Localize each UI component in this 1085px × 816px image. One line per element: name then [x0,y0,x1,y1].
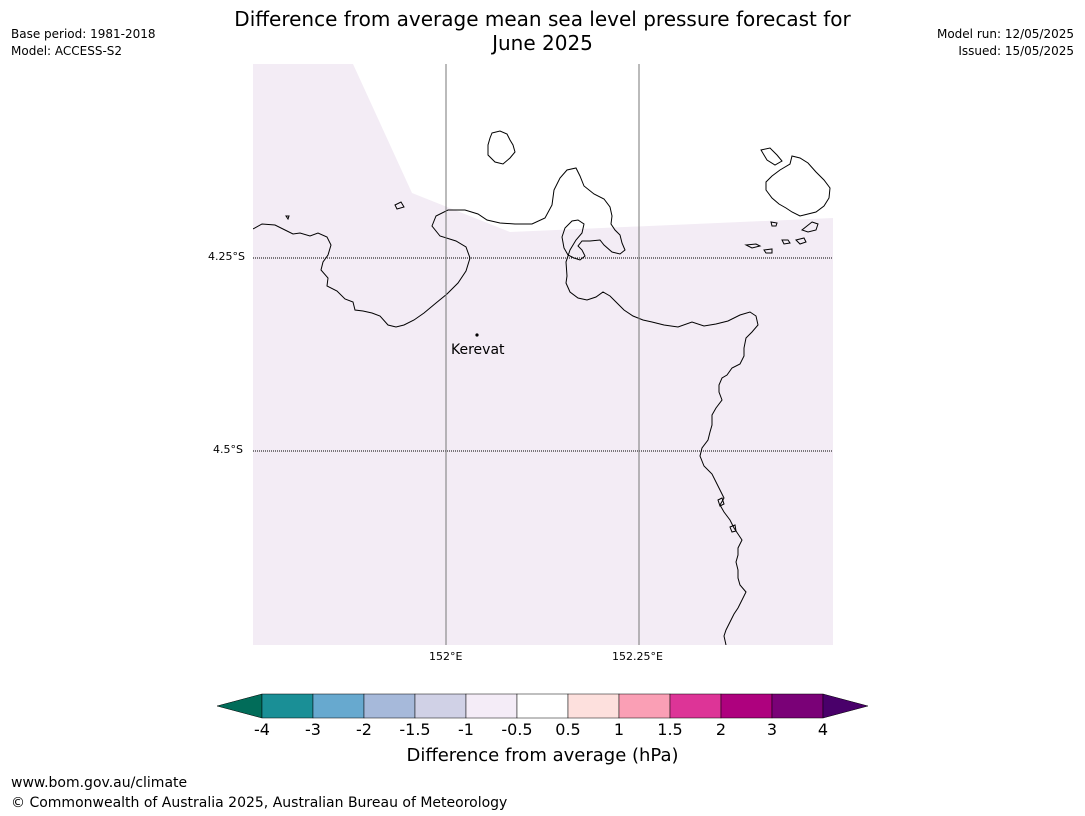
colorbar-tick-label: 4 [817,720,829,739]
coastline-island-1 [487,130,516,165]
lat-label-2: 4.5°S [213,443,243,456]
meta-right: Model run: 12/05/2025 Issued: 15/05/2025 [937,26,1074,60]
lon-label-2: 152.25°E [612,650,663,663]
meta-left: Base period: 1981-2018 Model: ACCESS-S2 [11,26,156,60]
colorbar [216,693,869,719]
place-label-kerevat: Kerevat [451,342,505,358]
model-text: Model: ACCESS-S2 [11,44,123,58]
colorbar-segment [261,693,314,719]
colorbar-tick-label: -3 [305,720,321,739]
colorbar-segment [465,693,518,719]
colorbar-tick-label: 1 [613,720,625,739]
colorbar-tick-label: -2 [356,720,372,739]
footer-url[interactable]: www.bom.gov.au/climate [11,775,188,791]
colorbar-segment [618,693,671,719]
chart-title: Difference from average mean sea level p… [0,7,1085,55]
colorbar-segments [261,693,824,719]
colorbar-tick-label: 0.5 [555,720,581,739]
colorbar-segment [414,693,467,719]
colorbar-tick-label: -0.5 [501,720,533,739]
coastline-island-ne [285,147,831,533]
colorbar-segment [567,693,620,719]
colorbar-tick-label: 2 [715,720,727,739]
colorbar-tick-label: -1.5 [399,720,431,739]
footer-copyright: © Commonwealth of Australia 2025, Austra… [11,795,508,811]
title-line-2: June 2025 [492,31,593,55]
colorbar-label: Difference from average (hPa) [406,745,679,766]
colorbar-segment [771,693,824,719]
coastline-main [253,167,759,645]
colorbar-tick-label: -1 [458,720,474,739]
colorbar-tick-label: -4 [254,720,270,739]
colorbar-over-triangle [822,693,869,719]
colorbar-segment [516,693,569,719]
base-period-text: Base period: 1981-2018 [11,27,156,41]
colorbar-segment [312,693,365,719]
colorbar-segment [669,693,722,719]
lon-label-1: 152°E [429,650,463,663]
model-run-text: Model run: 12/05/2025 [936,27,1074,41]
colorbar-segment [720,693,773,719]
title-line-1: Difference from average mean sea level p… [234,7,851,31]
lat-label-1: 4.25°S [208,250,245,263]
colorbar-segment [363,693,416,719]
colorbar-tick-label: 3 [766,720,778,739]
colorbar-tick-label: 1.5 [657,720,683,739]
anomaly-fill-region [253,64,833,645]
issued-text: Issued: 15/05/2025 [958,44,1074,58]
colorbar-under-triangle [216,693,263,719]
place-marker-dot [475,333,479,337]
